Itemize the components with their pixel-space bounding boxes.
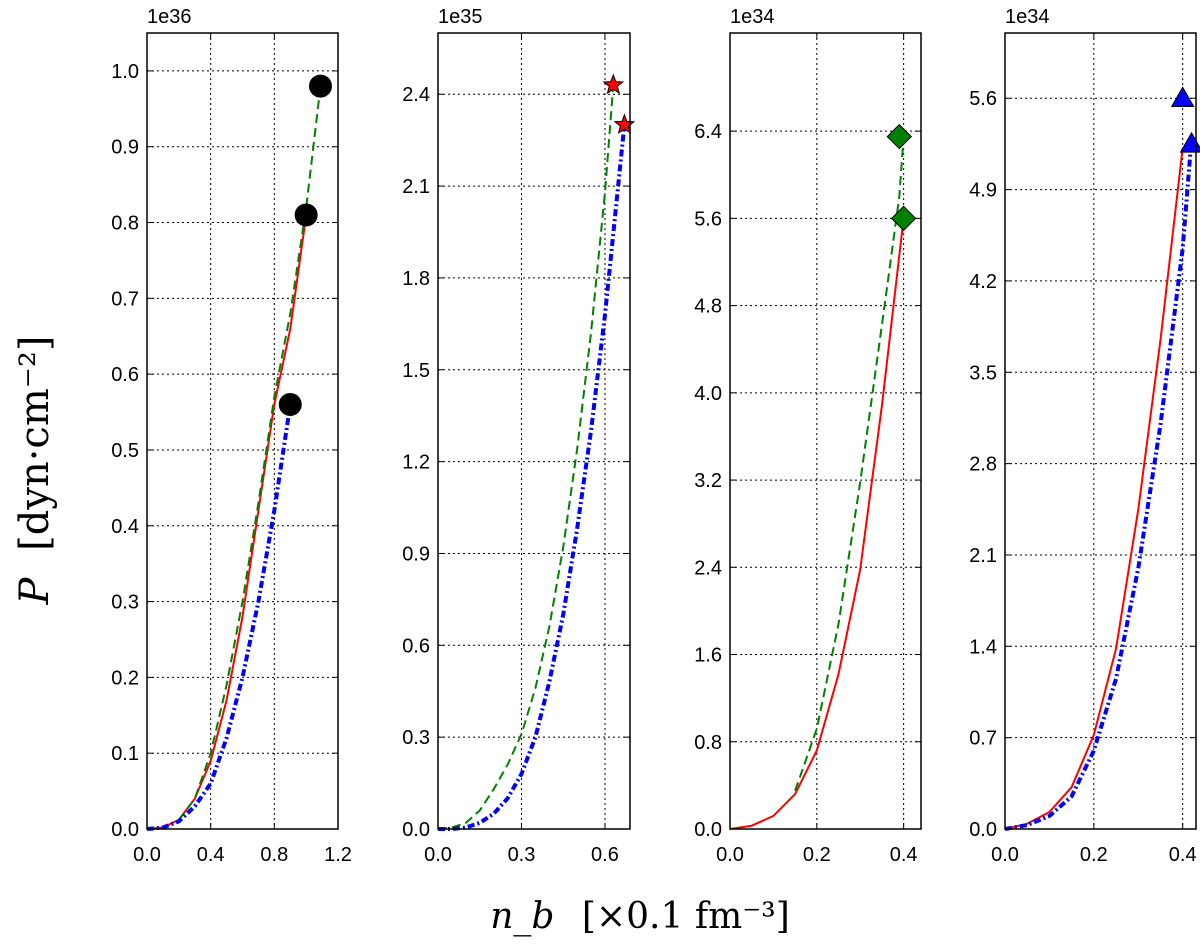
x-tick-label: 0.8 <box>260 844 288 866</box>
y-tick-label: 1.6 <box>694 645 722 667</box>
y-axis-label-unit: [dyn·cm⁻²] <box>12 335 58 550</box>
panel-2: 0.0 0.3 0.6 0.0 0.3 0.6 0.9 1.2 1.5 1.8 2.1 2.4 1e35 <box>402 6 636 866</box>
x-tick-label: 0.4 <box>197 844 225 866</box>
marker-circle <box>308 74 332 98</box>
series-green-dashed <box>178 85 322 821</box>
x-tick-label: 0.4 <box>1169 844 1197 866</box>
y-tick-label: 0.6 <box>111 364 139 386</box>
y-tick-label: 0.0 <box>111 819 139 841</box>
panel-3: 0.0 0.2 0.4 0.0 0.8 1.6 2.4 3.2 4.0 4.8 5.6 6.4 1e34 <box>694 6 922 866</box>
y-scale-offset-label: 1e35 <box>438 6 483 28</box>
plot-frame <box>1004 32 1197 830</box>
x-tick-label: 0.0 <box>424 844 452 866</box>
y-tick-label: 4.9 <box>969 180 997 202</box>
marker-circle <box>294 203 318 227</box>
y-tick-label: 5.6 <box>694 208 722 230</box>
y-tick-label: 0.8 <box>111 213 139 235</box>
y-scale-offset-label: 1e34 <box>730 6 775 28</box>
series-green-dashed <box>437 84 615 830</box>
marker-triangle <box>1170 86 1195 107</box>
panel-4: 0.0 0.2 0.4 0.0 0.7 1.4 2.1 2.8 3.5 4.2 4.9 5.6 1e34 <box>969 6 1200 866</box>
y-tick-label: 0.0 <box>969 819 997 841</box>
y-tick-label: 1.0 <box>111 61 139 83</box>
y-tick-label: 4.0 <box>694 383 722 405</box>
x-tick-label: 0.6 <box>591 844 619 866</box>
marker-star <box>602 73 625 95</box>
x-tick-label: 0.2 <box>803 844 831 866</box>
x-tick-label: 0.3 <box>508 844 536 866</box>
x-tick-label: 0.4 <box>890 844 918 866</box>
series-green-dashed <box>794 136 905 792</box>
series-red-solid <box>1004 147 1184 830</box>
marker-star <box>613 113 636 135</box>
y-tick-label: 0.1 <box>111 743 139 765</box>
plot-frame <box>146 32 339 830</box>
panels-container: 0.0 0.4 0.8 1.20.00.10.20.30.40.50.60.70.80… <box>111 6 1200 866</box>
series-red-solid <box>729 218 905 830</box>
y-axis-label-symbol: P <box>12 577 58 606</box>
series-blue-dashdot <box>146 404 293 831</box>
y-tick-label: 0.8 <box>694 732 722 754</box>
y-tick-label: 3.5 <box>969 362 997 384</box>
y-tick-label: 2.4 <box>694 557 722 579</box>
y-tick-label: 0.2 <box>111 667 139 689</box>
y-tick-label: 2.1 <box>969 545 997 567</box>
x-tick-label: 0.2 <box>1080 844 1108 866</box>
y-tick-label: 0.7 <box>111 288 139 310</box>
y-tick-label: 0.7 <box>969 728 997 750</box>
x-axis-label-symbol: n_b <box>490 896 554 937</box>
x-tick-label: 1.2 <box>324 844 352 866</box>
y-tick-label: 0.5 <box>111 440 139 462</box>
y-tick-label: 6.4 <box>694 121 722 143</box>
marker-circle <box>278 392 302 416</box>
x-tick-label: 0.0 <box>133 844 161 866</box>
y-tick-label: 0.0 <box>402 819 430 841</box>
marker-diamond <box>886 123 913 150</box>
y-tick-label: 2.1 <box>402 176 430 198</box>
y-tick-label: 4.8 <box>694 296 722 318</box>
x-axis-label: n_b [×0.1 fm⁻³] <box>490 896 790 937</box>
y-tick-label: 1.5 <box>402 360 430 382</box>
y-tick-label: 1.4 <box>969 636 997 658</box>
svg-text:n_b [×0.1 fm⁻³]: n_b [×0.1 fm⁻³] <box>490 896 790 937</box>
y-tick-label: 0.9 <box>111 137 139 159</box>
y-tick-label: 0.6 <box>402 635 430 657</box>
series-red-solid <box>146 214 308 830</box>
x-tick-label: 0.0 <box>991 844 1019 866</box>
y-tick-label: 0.9 <box>402 543 430 565</box>
y-tick-label: 4.2 <box>969 271 997 293</box>
plot-frame <box>729 32 922 830</box>
y-scale-offset-label: 1e36 <box>147 6 192 28</box>
svg-text:P [dyn·cm⁻²]: P [dyn·cm⁻²] <box>12 335 58 605</box>
panel-1: 0.0 0.4 0.8 1.2 0.0 0.1 0.2 0.3 0.4 0.5 0.6 0.7 0.8 0… <box>111 6 352 866</box>
y-tick-label: 0.3 <box>402 727 430 749</box>
y-tick-label: 1.2 <box>402 452 430 474</box>
y-tick-label: 0.0 <box>694 819 722 841</box>
series-blue-dashdot <box>438 124 627 831</box>
marker-diamond <box>890 205 917 232</box>
series-blue-dashdot <box>1004 137 1194 831</box>
y-tick-label: 1.8 <box>402 268 430 290</box>
y-scale-offset-label: 1e34 <box>1005 6 1050 28</box>
marker-triangle <box>1179 131 1200 153</box>
y-tick-label: 0.4 <box>111 516 139 538</box>
y-tick-label: 3.2 <box>694 470 722 492</box>
y-tick-label: 2.8 <box>969 454 997 476</box>
y-tick-label: 2.4 <box>402 84 430 106</box>
x-tick-label: 0.0 <box>716 844 744 866</box>
plot-frame <box>437 32 631 830</box>
y-tick-label: 0.3 <box>111 592 139 614</box>
y-axis-label: P [dyn·cm⁻²] <box>12 335 58 605</box>
y-tick-label: 5.6 <box>969 88 997 110</box>
x-axis-label-unit: [×0.1 fm⁻³] <box>582 896 790 937</box>
